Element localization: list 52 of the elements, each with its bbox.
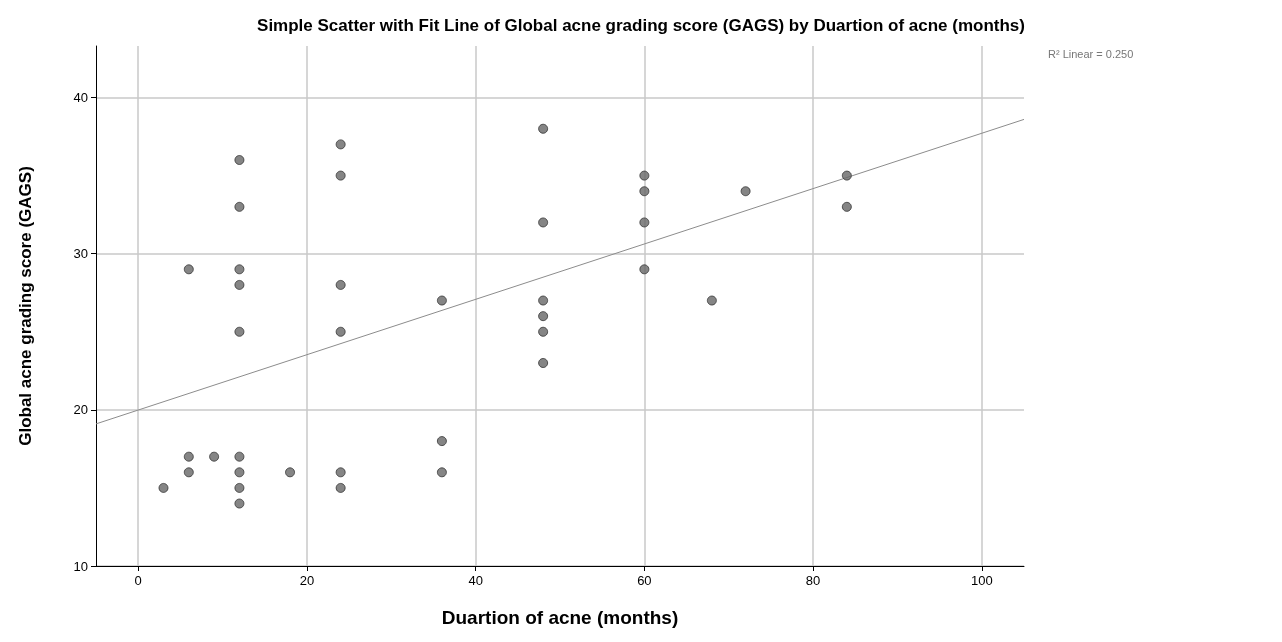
point bbox=[183, 467, 194, 478]
chart-title: Simple Scatter with Fit Line of Global acne grading score (GAGS) by Duartion of acne (months) bbox=[257, 16, 1025, 35]
x-tick-label: 60 bbox=[637, 573, 652, 588]
point bbox=[639, 170, 650, 181]
point bbox=[234, 498, 245, 509]
point bbox=[538, 358, 549, 368]
point bbox=[740, 186, 751, 197]
point bbox=[234, 326, 245, 337]
y-axis-title: Global acne grading score (GAGS) bbox=[16, 166, 35, 446]
y-tick-label: 40 bbox=[73, 90, 88, 106]
point bbox=[234, 451, 245, 462]
point bbox=[158, 482, 169, 493]
point bbox=[209, 451, 220, 462]
point bbox=[639, 217, 650, 228]
point bbox=[183, 264, 194, 275]
y-tick-label: 30 bbox=[73, 246, 88, 262]
x-axis-title: Duartion of acne (months) bbox=[441, 607, 679, 628]
text: R² Linear = 0.250 bbox=[1048, 47, 1134, 60]
x-tick-label: 100 bbox=[970, 573, 993, 588]
point bbox=[234, 279, 245, 290]
point bbox=[183, 451, 194, 462]
x-tick-label: 20 bbox=[299, 573, 315, 588]
point bbox=[234, 467, 245, 478]
point bbox=[335, 139, 346, 150]
point bbox=[436, 436, 447, 447]
point bbox=[234, 155, 245, 165]
point bbox=[234, 264, 245, 275]
y-tick-label: 20 bbox=[73, 402, 88, 418]
point bbox=[538, 311, 549, 322]
x-tick-label: 80 bbox=[805, 573, 821, 588]
point bbox=[706, 295, 717, 306]
point bbox=[335, 279, 346, 290]
point bbox=[538, 326, 549, 337]
point bbox=[335, 170, 346, 181]
point bbox=[234, 482, 245, 493]
y-tick-label: 10 bbox=[73, 558, 88, 574]
x-tick-label: 40 bbox=[468, 573, 483, 588]
point bbox=[436, 467, 447, 478]
point bbox=[841, 201, 852, 212]
point bbox=[285, 467, 296, 478]
point bbox=[335, 326, 346, 337]
point bbox=[234, 201, 245, 212]
point bbox=[335, 467, 346, 478]
point bbox=[335, 482, 346, 493]
point bbox=[639, 186, 650, 197]
x-tick-label: 0 bbox=[134, 573, 142, 588]
point bbox=[436, 295, 447, 306]
point bbox=[538, 123, 549, 134]
point bbox=[538, 295, 549, 306]
point bbox=[639, 264, 650, 275]
point bbox=[538, 217, 549, 228]
point bbox=[841, 170, 852, 181]
